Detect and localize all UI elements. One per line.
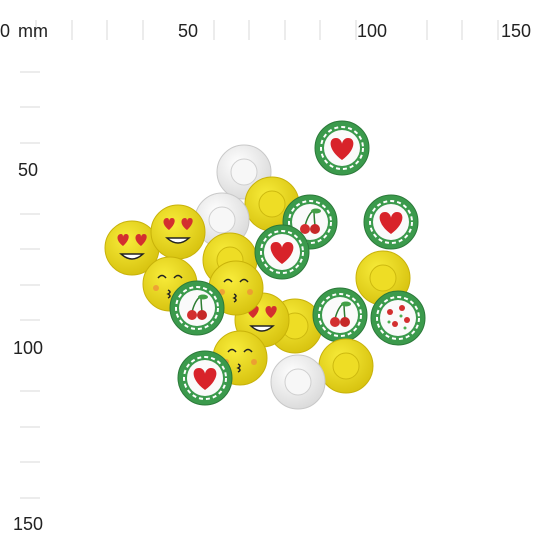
buttons	[104, 121, 425, 410]
button	[255, 225, 309, 279]
button	[313, 288, 367, 342]
button	[315, 121, 369, 175]
button	[170, 281, 224, 335]
button	[364, 195, 418, 249]
ruler-label-top: 150	[501, 21, 531, 41]
ruler-label-top: 50	[178, 21, 198, 41]
ruler-unit: mm	[18, 21, 48, 41]
button	[178, 351, 232, 405]
button	[150, 204, 206, 260]
ruler-ticks	[20, 20, 499, 499]
ruler-label-top: 0	[0, 21, 10, 41]
ruler-label-left: 100	[13, 338, 43, 358]
button	[270, 354, 326, 410]
ruler-label-left: 50	[18, 160, 38, 180]
button	[371, 291, 425, 345]
button	[318, 338, 374, 394]
ruler-label-top: 100	[357, 21, 387, 41]
ruler-label-left: 150	[13, 514, 43, 533]
